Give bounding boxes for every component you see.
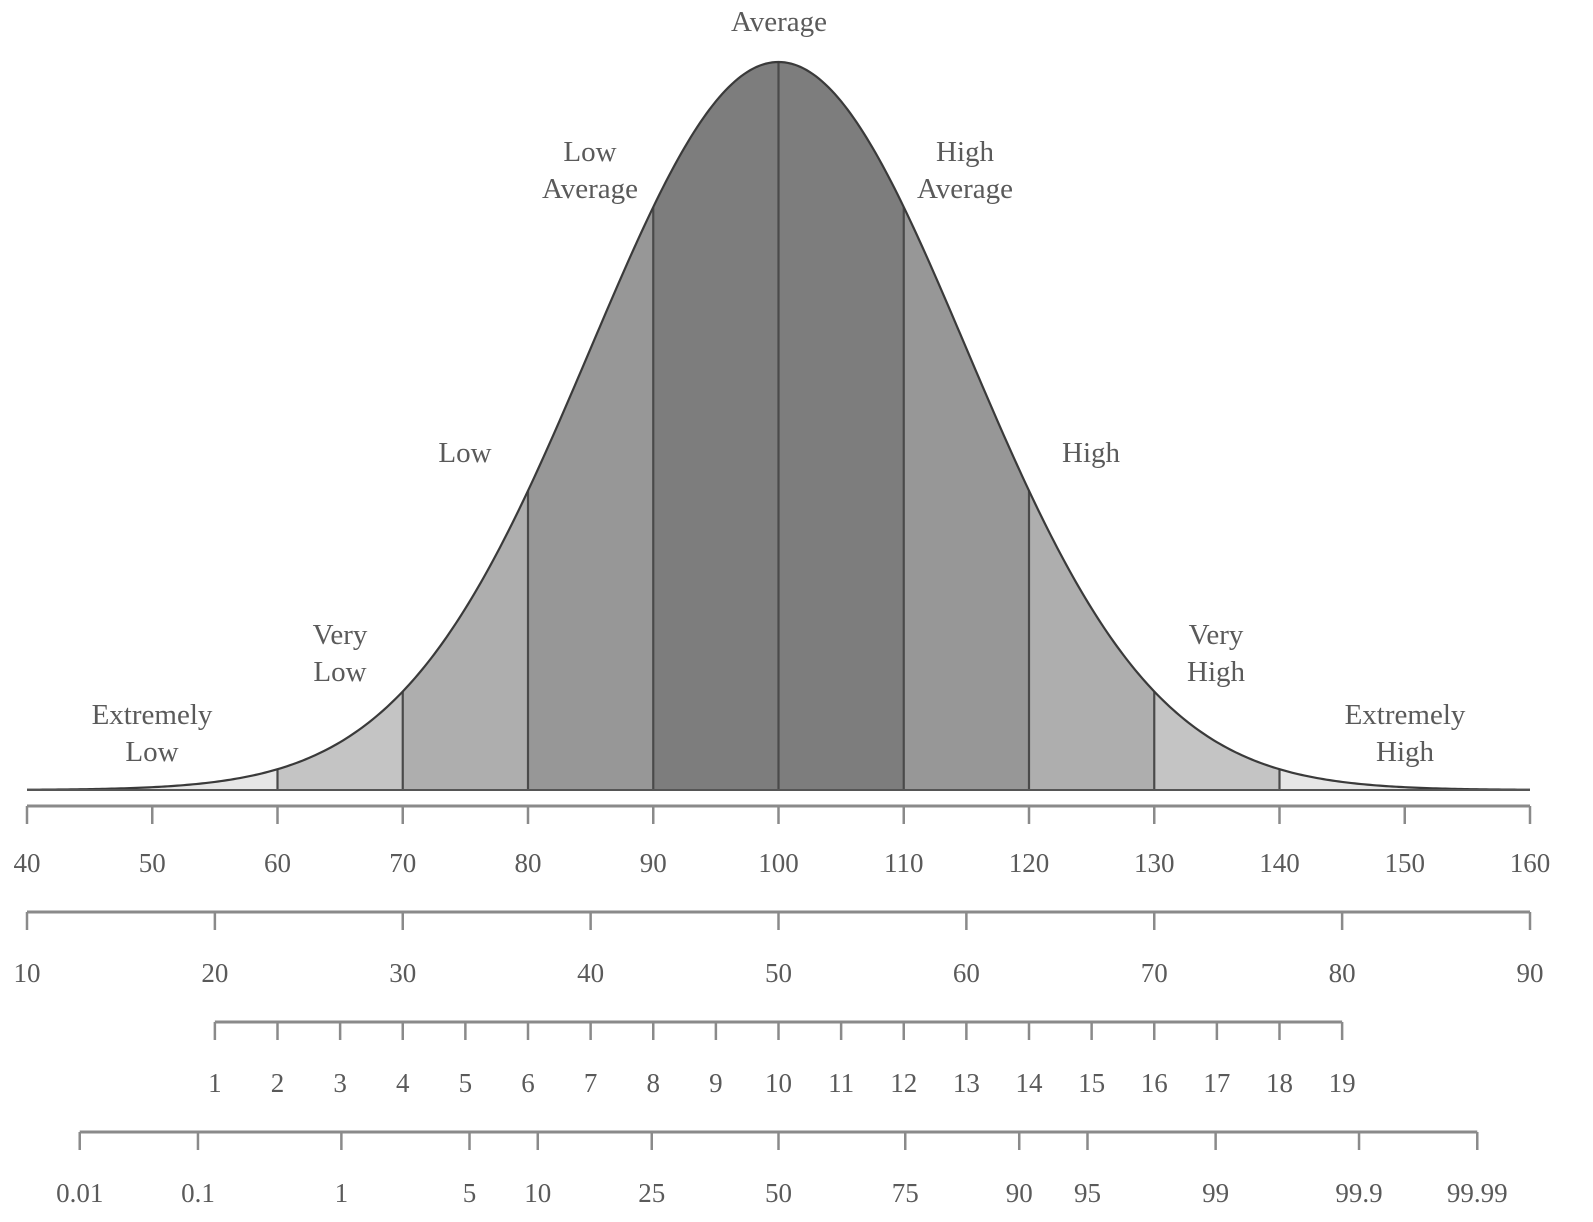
tick-label: 60 (953, 958, 980, 988)
tick-label: 10 (765, 1068, 792, 1098)
tick-label: 99 (1202, 1178, 1229, 1208)
band-130-140 (1154, 691, 1280, 790)
tick-label: 130 (1134, 848, 1175, 878)
tick-label: 5 (463, 1178, 477, 1208)
tick-label: 2 (271, 1068, 285, 1098)
tick-label: 11 (828, 1068, 854, 1098)
scale-scaled-score: 1 2 3 4 5 6 7 8 9 10 11 12 13 14 15 16 17 18 19 (208, 1020, 1356, 1098)
tick-label: 20 (201, 958, 228, 988)
tick-label: 50 (139, 848, 166, 878)
band-label-average: Average (731, 6, 827, 38)
band-label-low: Low (438, 437, 491, 469)
tick-label: 12 (890, 1068, 917, 1098)
tick-label: 120 (1009, 848, 1050, 878)
tick-label: 80 (1329, 958, 1356, 988)
band-140-160 (1279, 769, 1530, 790)
tick-label: 15 (1078, 1068, 1105, 1098)
tick-label: 40 (577, 958, 604, 988)
band-40-60 (27, 769, 278, 790)
band-label-low-average: Low Average (542, 136, 638, 205)
tick-label: 14 (1016, 1068, 1044, 1098)
band-label-very-low: Very Low (313, 619, 368, 688)
band-90-100 (653, 62, 779, 790)
scale-t-score: 10 20 30 40 50 60 70 80 90 (14, 910, 1544, 988)
tick-label: 7 (584, 1068, 598, 1098)
tick-label: 10 (14, 958, 41, 988)
tick-label: 70 (1141, 958, 1168, 988)
tick-label: 19 (1329, 1068, 1356, 1098)
tick-label: 99.9 (1335, 1178, 1382, 1208)
tick-label: 0.1 (181, 1178, 215, 1208)
tick-label: 5 (459, 1068, 473, 1098)
tick-label: 0.01 (56, 1178, 103, 1208)
tick-label: 17 (1203, 1068, 1230, 1098)
band-120-130 (1029, 490, 1155, 790)
band-110-120 (903, 207, 1029, 790)
tick-label: 160 (1510, 848, 1551, 878)
tick-label: 16 (1141, 1068, 1168, 1098)
tick-label: 95 (1074, 1178, 1101, 1208)
tick-label: 18 (1266, 1068, 1293, 1098)
band-label-extremely-high: Extremely High (1345, 699, 1466, 768)
tick-label: 90 (640, 848, 667, 878)
band-dividers (276, 62, 1281, 790)
band-80-90 (528, 207, 654, 790)
tick-label: 6 (521, 1068, 535, 1098)
scale-percentile-rank: 0.01 0.1 1 5 10 25 50 75 90 95 99 99.9 99.99 (56, 1130, 1508, 1208)
band-label-high: High (1062, 437, 1121, 469)
tick-label: 99.99 (1447, 1178, 1508, 1208)
band-60-70 (277, 691, 403, 790)
band-70-80 (402, 490, 528, 790)
tick-label: 100 (758, 848, 799, 878)
tick-label: 40 (14, 848, 41, 878)
tick-label: 110 (884, 848, 924, 878)
tick-label: 70 (389, 848, 416, 878)
tick-label: 30 (389, 958, 416, 988)
bands-layer (27, 62, 1530, 790)
tick-label: 8 (647, 1068, 661, 1098)
band-labels: Extremely Low Very Low Low Low Average Average H… (92, 6, 1466, 768)
tick-label: 10 (524, 1178, 551, 1208)
tick-label: 75 (892, 1178, 919, 1208)
tick-label: 4 (396, 1068, 410, 1098)
tick-label: 1 (208, 1068, 222, 1098)
tick-label: 140 (1259, 848, 1300, 878)
scale-standard-score: 40 50 60 70 80 90 100 110 120 130 140 150 160 (14, 804, 1551, 878)
normal-curve (26, 60, 1531, 791)
tick-label: 3 (333, 1068, 347, 1098)
tick-label: 13 (953, 1068, 980, 1098)
tick-label: 90 (1517, 958, 1544, 988)
tick-label: 90 (1006, 1178, 1033, 1208)
tick-label: 25 (638, 1178, 665, 1208)
band-label-high-average: High Average (917, 136, 1013, 205)
tick-label: 9 (709, 1068, 723, 1098)
band-label-extremely-low: Extremely Low (92, 699, 213, 768)
tick-label: 80 (515, 848, 542, 878)
tick-label: 60 (264, 848, 291, 878)
tick-label: 150 (1385, 848, 1426, 878)
band-100-110 (778, 62, 904, 790)
tick-label: 50 (765, 1178, 792, 1208)
tick-label: 50 (765, 958, 792, 988)
band-label-very-high: Very High (1187, 619, 1246, 688)
tick-label: 1 (335, 1178, 349, 1208)
